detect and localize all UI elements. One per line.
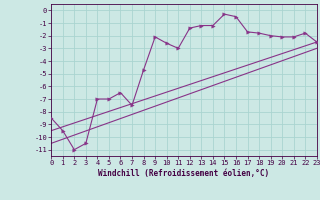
X-axis label: Windchill (Refroidissement éolien,°C): Windchill (Refroidissement éolien,°C) <box>99 169 269 178</box>
